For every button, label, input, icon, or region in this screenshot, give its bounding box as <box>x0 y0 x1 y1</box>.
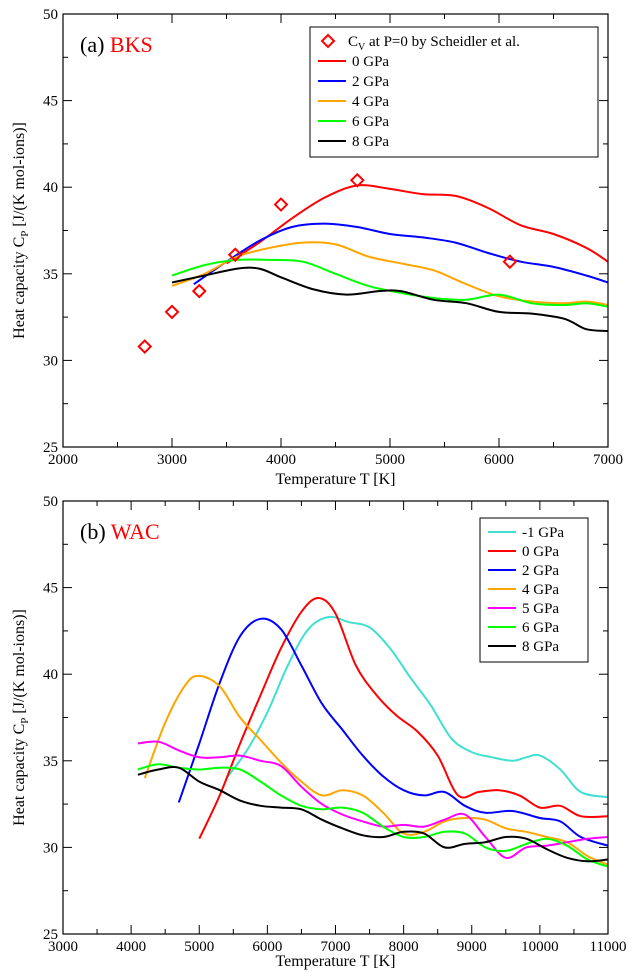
x-tick-label: 9000 <box>457 939 487 955</box>
series-line-2-gpa <box>193 222 608 286</box>
series-line-0-gpa <box>198 597 608 840</box>
scatter-point <box>191 283 207 299</box>
x-tick-label: 7000 <box>321 939 351 955</box>
panel-name: BKS <box>110 32 153 57</box>
legend-label: 2 GPa <box>352 74 389 90</box>
y-tick-label: 30 <box>43 840 58 856</box>
x-tick-label: 4000 <box>266 452 296 468</box>
scatter-point <box>227 247 243 263</box>
x-tick-label: 3000 <box>48 939 78 955</box>
x-tick-label: 11000 <box>590 939 627 955</box>
legend: CV at P=0 by Scheidler et al.0 GPa 2 GPa 4… <box>309 26 599 158</box>
series-lines <box>171 184 608 332</box>
series-line-8-gpa <box>171 266 608 332</box>
series-line-5-gpa <box>137 740 608 859</box>
legend-label: 4 GPa <box>352 94 389 110</box>
y-tick-label: 35 <box>43 754 58 770</box>
plot-frame <box>62 500 609 935</box>
panel-a-bks: 2000 3000 4000 5000 6000 7000 25 30 35 40 45 50 (a) … <box>11 7 623 488</box>
legend-scatter-label: CV at P=0 by Scheidler et al. <box>348 34 520 53</box>
y-tick-label: 25 <box>43 440 58 456</box>
x-tick-label: 2000 <box>48 452 78 468</box>
legend-label: 6 GPa <box>522 620 559 636</box>
series-line-6-gpa <box>171 258 608 308</box>
panel-label: (b) <box>80 519 111 544</box>
series-lines <box>137 597 608 868</box>
series-line-8-gpa <box>137 765 608 863</box>
x-tick-label: 6000 <box>484 452 514 468</box>
x-tick-label: 5000 <box>375 452 405 468</box>
y-axis-label: Heat capacity CP [J/(K mol-ions)] <box>11 122 31 339</box>
y-tick-label: 45 <box>43 94 58 110</box>
y-tick-label: 50 <box>43 7 58 23</box>
y-tick-label: 35 <box>43 267 58 283</box>
scatter-point <box>137 339 153 354</box>
x-axis-label: Temperature T [K] <box>275 471 395 488</box>
legend-label: 8 GPa <box>522 639 559 655</box>
legend-label: 5 GPa <box>522 601 559 617</box>
y-tick-label: 40 <box>43 667 58 683</box>
legend-label: 6 GPa <box>352 114 389 130</box>
series-line-4-gpa <box>171 241 608 306</box>
legend-scatter-marker <box>320 33 336 49</box>
y-tick-label: 50 <box>43 494 58 510</box>
scatter-point <box>502 254 518 270</box>
legend-box <box>309 26 599 158</box>
panel-label: (a) <box>80 32 110 57</box>
scatter-point <box>164 304 180 320</box>
legend-label: -1 GPa <box>522 525 564 541</box>
y-axis-label: Heat capacity CP [J/(K mol-ions)] <box>11 609 31 826</box>
plot-frame <box>62 13 609 448</box>
series-line-2-gpa <box>177 617 608 847</box>
panel-title: (a) BKS <box>80 32 153 57</box>
y-tick-label: 25 <box>43 927 58 943</box>
y-tick-label: 40 <box>43 180 58 196</box>
x-tick-label: 3000 <box>157 452 187 468</box>
panel-title: (b) WAC <box>80 519 160 544</box>
y-tick-label: 30 <box>43 353 58 369</box>
legend-label: 0 GPa <box>352 54 389 70</box>
legend: -1 GPa 0 GPa 2 GPa 4 GPa 5 GPa 6 GPa 8 GPa <box>479 517 589 663</box>
legend-label: 0 GPa <box>522 544 559 560</box>
legend-label: 2 GPa <box>522 563 559 579</box>
x-tick-label: 6000 <box>252 939 282 955</box>
series-line-6-gpa <box>137 763 608 868</box>
x-tick-label: 10000 <box>521 939 559 955</box>
x-tick-label: 5000 <box>184 939 214 955</box>
panel-b-wac: 3000 4000 5000 6000 7000 8000 9000 10000 11000 25… <box>11 494 626 970</box>
scatter-point <box>273 197 289 212</box>
y-tick-label: 45 <box>43 581 58 597</box>
series-line--1-gpa <box>225 615 608 799</box>
x-tick-label: 7000 <box>593 452 623 468</box>
legend-label: 8 GPa <box>352 134 389 150</box>
panel-name: WAC <box>111 519 160 544</box>
x-tick-label: 4000 <box>116 939 146 955</box>
x-tick-label: 8000 <box>389 939 419 955</box>
series-line-0-gpa <box>225 184 608 265</box>
legend-label: 4 GPa <box>522 582 559 598</box>
x-axis-label: Temperature T [K] <box>275 953 395 970</box>
scatter-point <box>349 172 365 188</box>
series-line-4-gpa <box>143 674 608 866</box>
